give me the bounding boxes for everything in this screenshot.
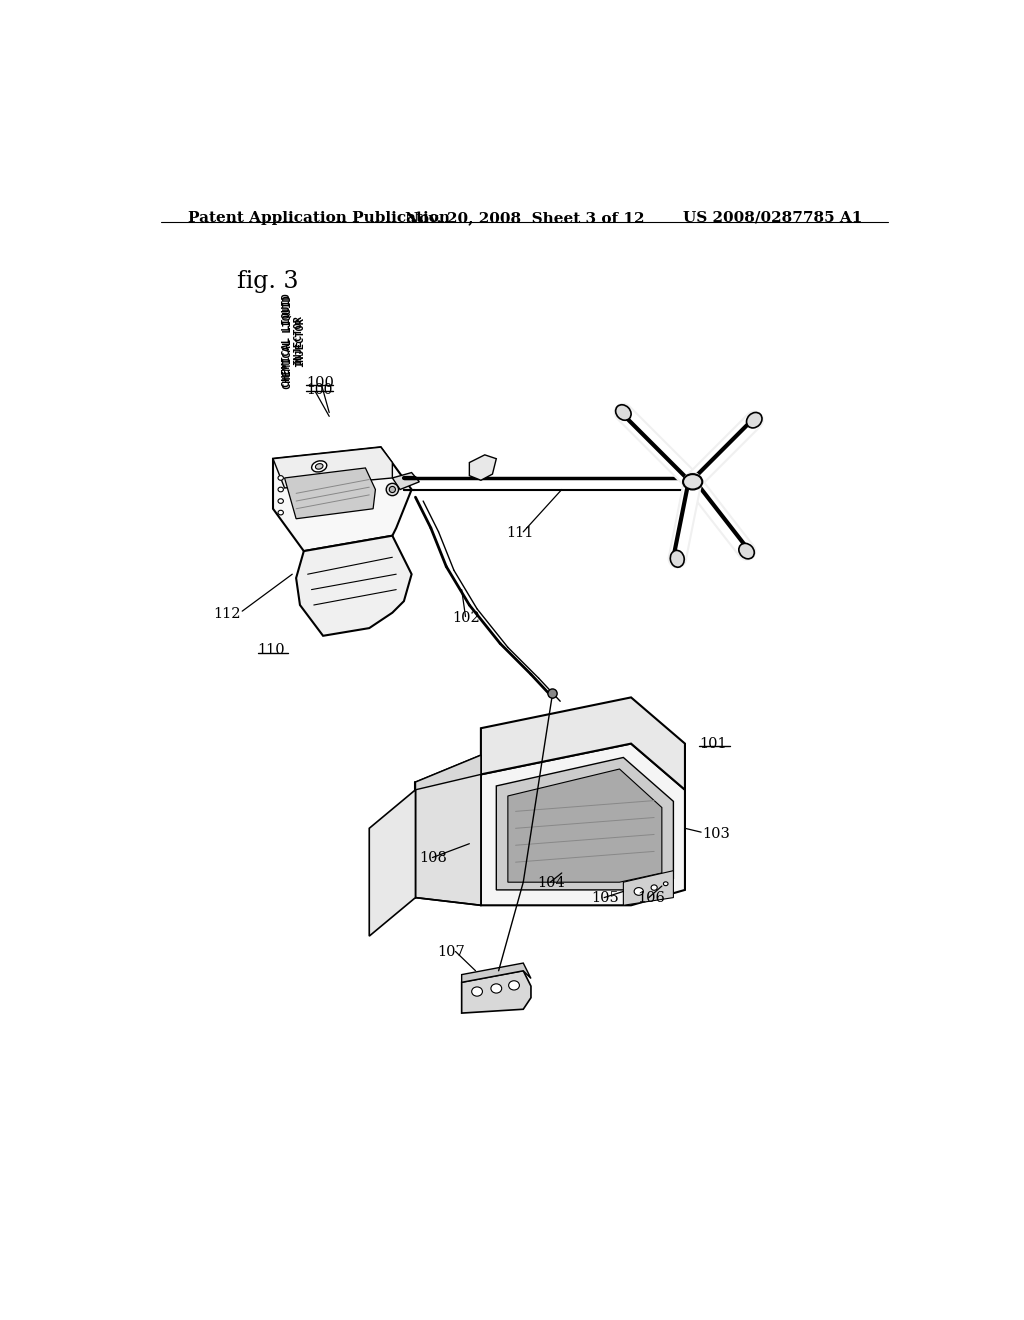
Polygon shape [273, 447, 392, 488]
Ellipse shape [311, 461, 327, 473]
Ellipse shape [490, 983, 502, 993]
Polygon shape [416, 755, 481, 789]
Ellipse shape [472, 987, 482, 997]
Text: Nov. 20, 2008  Sheet 3 of 12: Nov. 20, 2008 Sheet 3 of 12 [406, 211, 644, 224]
Polygon shape [273, 447, 412, 552]
Text: 103: 103 [701, 826, 730, 841]
Text: 101: 101 [698, 738, 726, 751]
Text: 105: 105 [591, 891, 618, 906]
Polygon shape [296, 536, 412, 636]
Ellipse shape [278, 499, 284, 503]
Ellipse shape [634, 887, 643, 895]
Ellipse shape [548, 689, 557, 698]
Text: 104: 104 [538, 876, 565, 890]
Text: CHEMICAL LIQUID
INJECTOR: CHEMICAL LIQUID INJECTOR [282, 293, 303, 387]
Ellipse shape [278, 511, 284, 515]
Polygon shape [481, 697, 685, 789]
Text: 100: 100 [306, 376, 334, 389]
Text: 112: 112 [214, 607, 242, 620]
Ellipse shape [278, 475, 284, 480]
Ellipse shape [315, 463, 323, 469]
Ellipse shape [389, 486, 395, 492]
Polygon shape [469, 455, 497, 480]
Polygon shape [416, 755, 481, 906]
Text: 111: 111 [506, 527, 534, 540]
Polygon shape [624, 871, 674, 906]
Ellipse shape [739, 544, 755, 558]
Polygon shape [392, 473, 419, 490]
Text: 102: 102 [453, 611, 480, 626]
Text: 100: 100 [306, 383, 333, 397]
Polygon shape [370, 789, 416, 936]
Text: US 2008/0287785 A1: US 2008/0287785 A1 [683, 211, 862, 224]
Polygon shape [462, 970, 531, 1014]
Ellipse shape [671, 550, 684, 568]
Polygon shape [285, 469, 376, 519]
Text: 110: 110 [258, 644, 286, 657]
Text: CHEMICAL LIQUID
INJECTOR: CHEMICAL LIQUID INJECTOR [283, 296, 305, 389]
Text: 107: 107 [437, 945, 465, 960]
Text: 108: 108 [419, 851, 447, 866]
Text: fig. 3: fig. 3 [237, 271, 298, 293]
Text: Patent Application Publication: Patent Application Publication [188, 211, 451, 224]
Polygon shape [481, 743, 685, 906]
Ellipse shape [651, 884, 657, 890]
Text: 106: 106 [637, 891, 666, 906]
Polygon shape [497, 758, 674, 890]
Ellipse shape [278, 487, 284, 492]
Ellipse shape [683, 474, 702, 490]
Polygon shape [462, 964, 531, 982]
Ellipse shape [509, 981, 519, 990]
Ellipse shape [615, 405, 631, 420]
Ellipse shape [664, 882, 668, 886]
Ellipse shape [386, 483, 398, 495]
Polygon shape [508, 770, 662, 882]
Ellipse shape [746, 412, 762, 428]
